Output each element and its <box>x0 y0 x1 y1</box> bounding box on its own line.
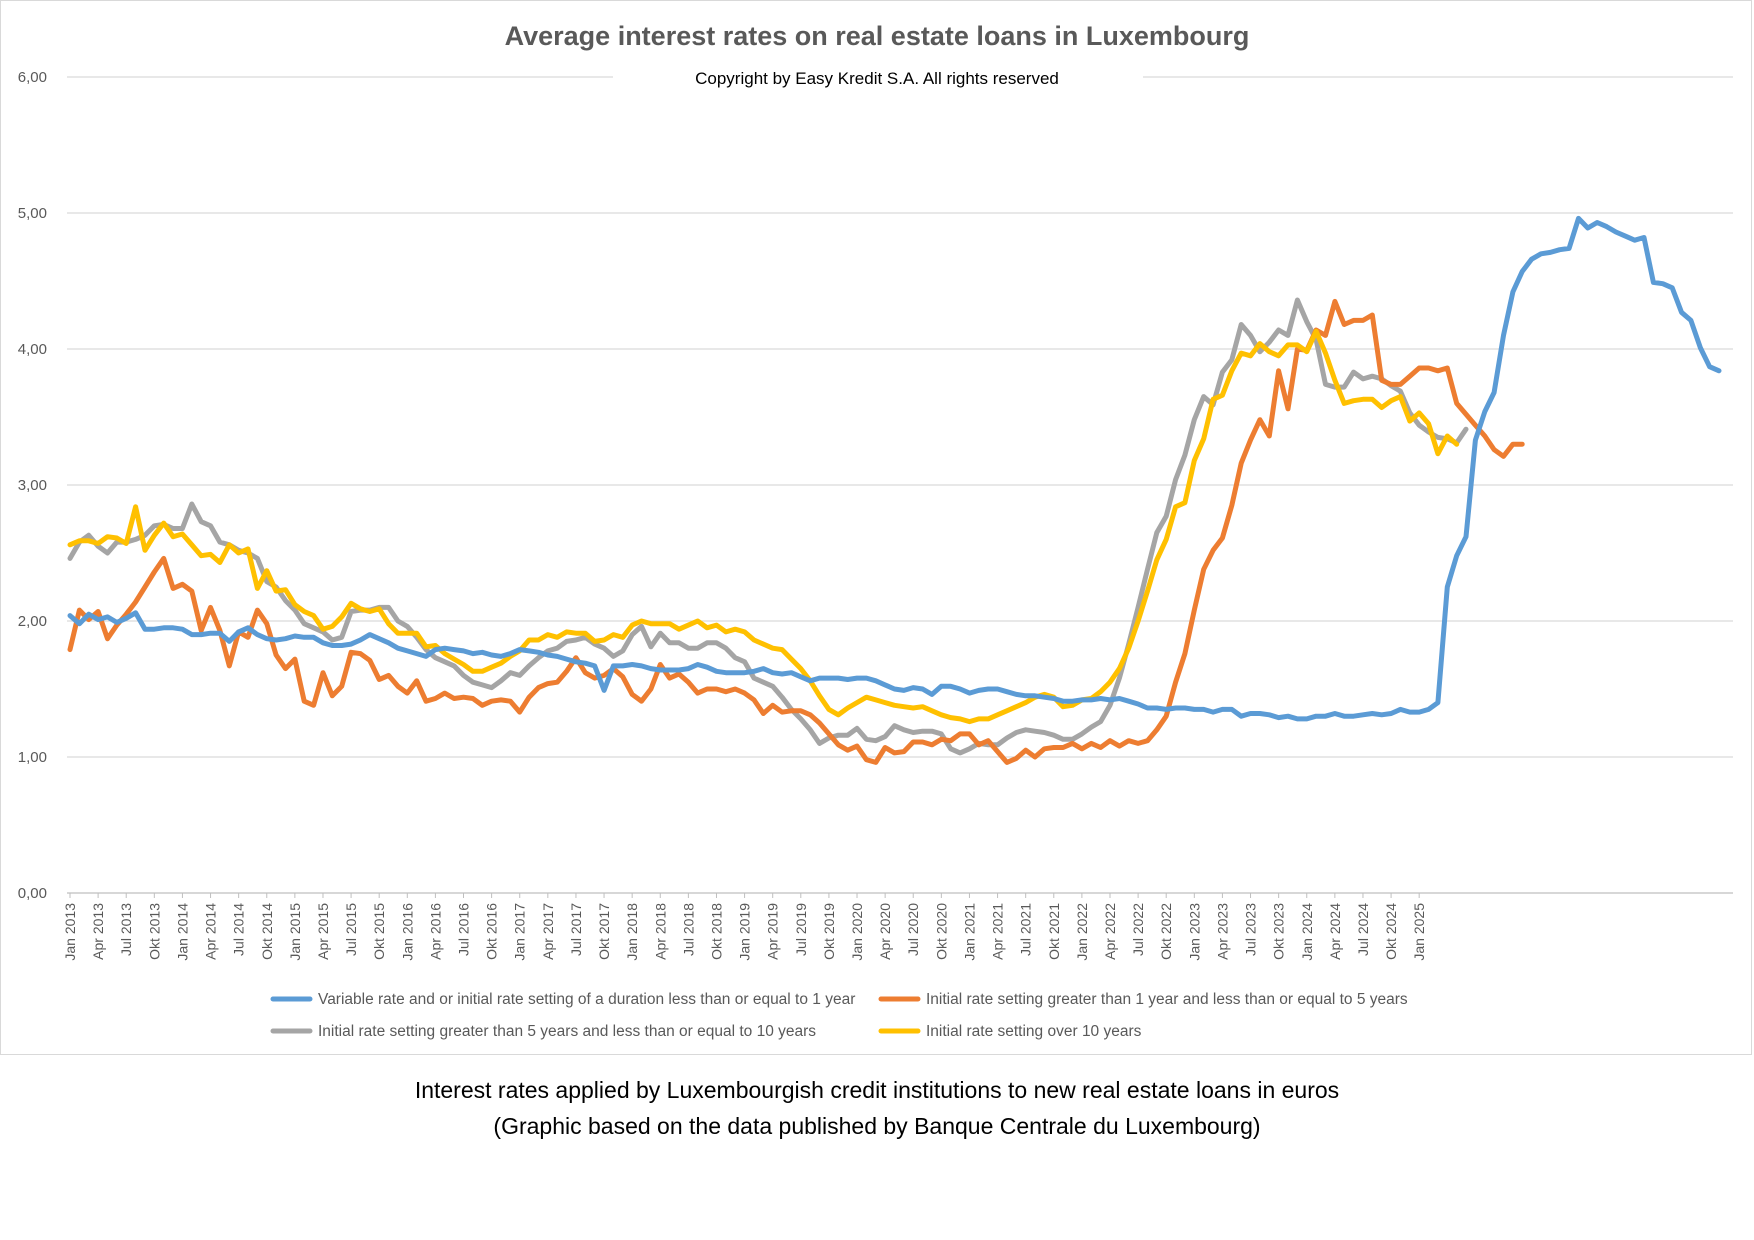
legend-label: Variable rate and or initial rate settin… <box>318 991 855 1008</box>
x-tick-label: Jul 2020 <box>905 903 921 956</box>
x-tick-label: Okt 2023 <box>1271 903 1287 960</box>
series-lines <box>67 215 1722 765</box>
caption-line-2: (Graphic based on the data published by … <box>493 1113 1261 1139</box>
x-tick-label: Apr 2016 <box>427 903 443 960</box>
chart-frame: 0,00 1,00 2,00 3,00 4,00 5,00 6,00 Jan 2013 Apr… <box>0 0 1752 1055</box>
x-tick-label: Jan 2018 <box>624 903 640 961</box>
x-tick-label: Jan 2025 <box>1411 903 1427 961</box>
y-axis-ticks: 0,00 1,00 2,00 3,00 4,00 5,00 6,00 <box>18 69 47 902</box>
x-tick-label: Jan 2013 <box>62 903 78 961</box>
x-tick-label: Jan 2024 <box>1299 903 1315 961</box>
x-tick-label: Jan 2022 <box>1074 903 1090 961</box>
x-tick-label: Apr 2021 <box>990 903 1006 960</box>
x-tick-label: Apr 2018 <box>652 903 668 960</box>
y-tick-label: 6,00 <box>18 69 47 86</box>
legend-label: Initial rate setting greater than 1 year… <box>926 991 1408 1008</box>
x-tick-label: Jul 2023 <box>1243 903 1259 956</box>
x-tick-label: Apr 2024 <box>1327 903 1343 960</box>
legend-label: Initial rate setting over 10 years <box>926 1023 1142 1040</box>
series-line-initial-rate-setting-greater-than-5-year <box>67 297 1469 756</box>
x-tick-label: Jul 2024 <box>1355 903 1371 956</box>
caption-line-1: Interest rates applied by Luxembourgish … <box>414 1077 1340 1103</box>
x-tick-label: Okt 2018 <box>708 903 724 960</box>
gridlines <box>67 76 1733 894</box>
x-tick-label: Jul 2013 <box>118 903 134 956</box>
y-tick-label: 1,00 <box>18 749 47 766</box>
chart-title: Average interest rates on real estate lo… <box>505 21 1250 51</box>
x-tick-label: Jul 2014 <box>231 903 247 956</box>
y-tick-label: 0,00 <box>18 885 47 902</box>
x-tick-label: Apr 2019 <box>765 903 781 960</box>
x-tick-label: Apr 2020 <box>877 903 893 960</box>
x-tick-label: Jul 2017 <box>568 903 584 956</box>
y-tick-label: 2,00 <box>18 613 47 630</box>
x-tick-label: Jul 2016 <box>456 903 472 956</box>
x-tick-label: Jan 2014 <box>174 903 190 961</box>
x-tick-label: Okt 2015 <box>371 903 387 960</box>
x-tick-label: Jan 2015 <box>287 903 303 961</box>
x-tick-label: Jan 2019 <box>737 903 753 961</box>
y-tick-label: 4,00 <box>18 341 47 358</box>
x-tick-label: Okt 2017 <box>596 903 612 960</box>
legend: Variable rate and or initial rate settin… <box>270 991 1408 1040</box>
x-tick-label: Jan 2021 <box>961 903 977 961</box>
x-tick-label: Okt 2016 <box>484 903 500 960</box>
series-line-initial-rate-setting-greater-than-1-year <box>67 298 1525 765</box>
x-tick-label: Apr 2023 <box>1214 903 1230 960</box>
series-line-initial-rate-setting-over-10-years <box>67 328 1460 725</box>
x-tick-label: Jul 2019 <box>793 903 809 956</box>
x-tick-label: Jan 2016 <box>399 903 415 961</box>
y-tick-label: 5,00 <box>18 205 47 222</box>
x-tick-label: Apr 2014 <box>203 903 219 960</box>
x-tick-label: Jul 2021 <box>1018 903 1034 956</box>
x-tick-label: Jul 2015 <box>343 903 359 956</box>
legend-label: Initial rate setting greater than 5 year… <box>318 1023 816 1040</box>
y-tick-label: 3,00 <box>18 477 47 494</box>
x-tick-label: Jan 2017 <box>512 903 528 961</box>
x-tick-label: Jul 2018 <box>680 903 696 956</box>
x-tick-label: Okt 2019 <box>821 903 837 960</box>
x-tick-label: Okt 2022 <box>1158 903 1174 960</box>
figure-caption: Interest rates applied by Luxembourgish … <box>0 1072 1754 1144</box>
chart-subtitle: Copyright by Easy Kredit S.A. All rights… <box>695 69 1059 88</box>
series-line-variable-rate-and-or-initial-rate-settin <box>67 215 1722 722</box>
x-tick-label: Okt 2020 <box>933 903 949 960</box>
x-tick-label: Apr 2015 <box>315 903 331 960</box>
x-tick-label: Okt 2021 <box>1046 903 1062 960</box>
x-axis-ticks: Jan 2013 Apr 2013 Jul 2013 Okt 2013 Jan 2014… <box>62 893 1427 961</box>
x-tick-label: Okt 2013 <box>146 903 162 960</box>
x-tick-label: Apr 2013 <box>90 903 106 960</box>
x-tick-label: Okt 2024 <box>1383 903 1399 960</box>
x-tick-label: Jan 2020 <box>849 903 865 961</box>
x-tick-label: Jan 2023 <box>1186 903 1202 961</box>
x-tick-label: Jul 2022 <box>1130 903 1146 956</box>
x-tick-label: Okt 2014 <box>259 903 275 960</box>
line-chart: 0,00 1,00 2,00 3,00 4,00 5,00 6,00 Jan 2013 Apr… <box>18 21 1733 1040</box>
x-tick-label: Apr 2022 <box>1102 903 1118 960</box>
x-tick-label: Apr 2017 <box>540 903 556 960</box>
subtitle-backdrop <box>613 59 1143 93</box>
